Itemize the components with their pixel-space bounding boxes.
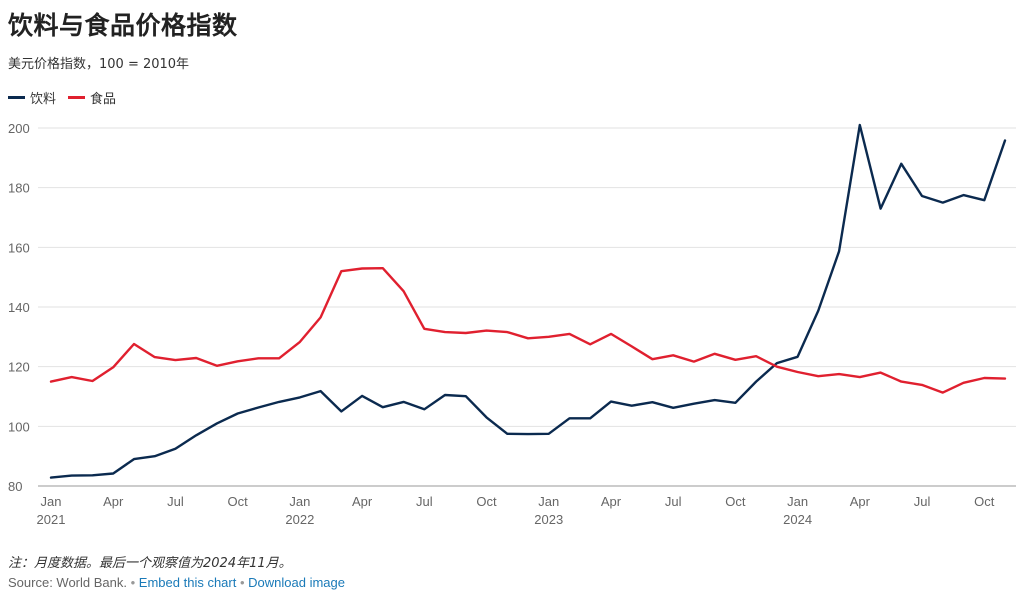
y-tick-label: 120 (8, 360, 30, 375)
x-tick-label: Jul (416, 494, 433, 509)
separator: • (130, 575, 136, 590)
x-tick-year-label: 2023 (534, 512, 563, 527)
x-tick-year-label: 2022 (285, 512, 314, 527)
legend-item-beverages: 饮料 (8, 88, 56, 107)
legend-swatch-beverages (8, 95, 25, 99)
y-tick-label: 100 (8, 419, 30, 434)
legend: 饮料 食品 (8, 88, 128, 107)
legend-item-food: 食品 (68, 88, 116, 107)
x-tick-label: Oct (725, 494, 746, 509)
chart-subtitle: 美元价格指数，100 = 2010年 (8, 57, 190, 72)
y-axis: 80 100 120 140 160 180 200 (8, 121, 30, 494)
series-lines (49, 123, 1007, 479)
y-tick-label: 80 (8, 479, 22, 494)
gridlines (38, 127, 1016, 487)
x-axis: Jan 2021 Apr Jul Oct Jan 2022 Apr Jul Oct Jan 2023 A… (37, 494, 995, 527)
x-tick-label: Apr (601, 494, 622, 509)
x-tick-label: Jan (41, 494, 62, 509)
download-image-link[interactable]: Download image (248, 575, 345, 590)
legend-label-food: 食品 (90, 91, 117, 107)
x-tick-label: Jan (538, 494, 559, 509)
series-line-food (49, 267, 1007, 394)
legend-swatch-food (68, 95, 86, 99)
embed-chart-link[interactable]: Embed this chart (138, 575, 237, 590)
x-tick-label: Jul (914, 494, 931, 509)
x-tick-year-label: 2021 (37, 512, 66, 527)
separator: • (239, 575, 245, 590)
x-tick-label: Oct (476, 494, 497, 509)
y-tick-label: 160 (8, 240, 30, 255)
x-tick-label: Jan (787, 494, 808, 509)
footnote: 注：月度数据。最后一个观察值为2024年11月。 (8, 556, 292, 571)
y-tick-label: 200 (8, 121, 30, 136)
x-tick-year-label: 2024 (783, 512, 812, 527)
x-tick-label: Oct (974, 494, 995, 509)
y-tick-label: 140 (8, 300, 30, 315)
legend-label-beverages: 饮料 (30, 91, 57, 107)
chart-title: 饮料与食品价格指数 (8, 11, 238, 40)
x-tick-label: Oct (228, 494, 249, 509)
x-tick-label: Jul (167, 494, 184, 509)
source-text: Source: World Bank. (8, 575, 127, 590)
x-tick-label: Jul (665, 494, 682, 509)
y-tick-label: 180 (8, 181, 30, 196)
x-tick-label: Apr (352, 494, 373, 509)
x-tick-label: Apr (103, 494, 124, 509)
series-line-beverages (49, 123, 1007, 479)
x-tick-label: Jan (289, 494, 310, 509)
x-tick-label: Apr (850, 494, 871, 509)
source-line: Source: World Bank. • Embed this chart •… (8, 575, 345, 590)
